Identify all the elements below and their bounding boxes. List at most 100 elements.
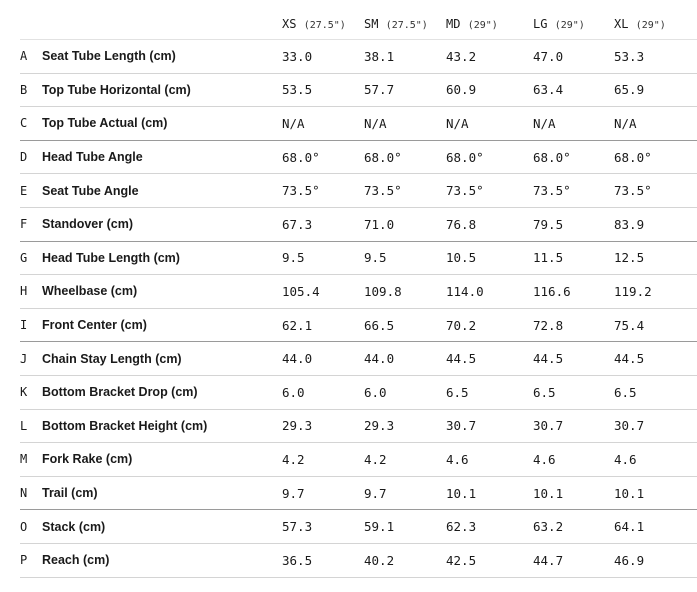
- size-header-md: MD (29"): [446, 8, 533, 40]
- row-measurement-name: Wheelbase (cm): [42, 274, 282, 309]
- size-wheel: (29"): [467, 19, 498, 31]
- row-value-sm: 6.0: [364, 375, 446, 410]
- row-letter: A: [20, 39, 42, 74]
- row-measurement-name: Trail (cm): [42, 476, 282, 511]
- row-measurement-name: Head Tube Length (cm): [42, 241, 282, 276]
- row-measurement-name: Top Tube Horizontal (cm): [42, 73, 282, 108]
- row-value-sm: 4.2: [364, 442, 446, 477]
- size-header-lg: LG (29"): [533, 8, 614, 40]
- row-value-xl: 12.5: [614, 241, 697, 276]
- row-value-lg: 44.7: [533, 543, 614, 578]
- row-value-lg: 68.0°: [533, 140, 614, 175]
- table-row: A Seat Tube Length (cm) 33.0 38.1 43.2 47.0 53…: [20, 39, 697, 74]
- row-measurement-name: Reach (cm): [42, 543, 282, 578]
- row-value-xl: 68.0°: [614, 140, 697, 175]
- row-value-xs: 62.1: [282, 308, 364, 343]
- table-header-row: XS (27.5") SM (27.5") MD (29") LG (29") …: [20, 8, 697, 40]
- row-measurement-name: Seat Tube Length (cm): [42, 39, 282, 74]
- row-value-md: 73.5°: [446, 173, 533, 208]
- row-letter: B: [20, 73, 42, 108]
- row-value-md: 43.2: [446, 39, 533, 74]
- size-wheel: (29"): [554, 19, 585, 31]
- row-letter: P: [20, 543, 42, 578]
- row-value-lg: 44.5: [533, 341, 614, 376]
- row-measurement-name: Fork Rake (cm): [42, 442, 282, 477]
- row-value-sm: 73.5°: [364, 173, 446, 208]
- size-header-xl: XL (29"): [614, 8, 697, 40]
- row-value-sm: 66.5: [364, 308, 446, 343]
- row-measurement-name: Front Center (cm): [42, 308, 282, 343]
- size-label: XL: [614, 16, 629, 31]
- row-value-md: 10.5: [446, 241, 533, 276]
- row-value-xs: 68.0°: [282, 140, 364, 175]
- row-letter: H: [20, 274, 42, 309]
- row-value-lg: 73.5°: [533, 173, 614, 208]
- row-value-sm: 59.1: [364, 509, 446, 544]
- row-value-lg: 4.6: [533, 442, 614, 477]
- row-value-md: 4.6: [446, 442, 533, 477]
- row-value-xl: 30.7: [614, 409, 697, 444]
- row-value-xs: N/A: [282, 106, 364, 141]
- table-row: L Bottom Bracket Height (cm) 29.3 29.3 30.7 3…: [20, 409, 697, 444]
- row-value-xl: 64.1: [614, 509, 697, 544]
- row-letter: C: [20, 106, 42, 141]
- table-row: G Head Tube Length (cm) 9.5 9.5 10.5 11.5 12.5: [20, 241, 697, 276]
- size-header-sm: SM (27.5"): [364, 8, 446, 40]
- row-measurement-name: Seat Tube Angle: [42, 173, 282, 208]
- row-value-sm: 71.0: [364, 207, 446, 242]
- row-value-sm: 57.7: [364, 73, 446, 108]
- row-value-xs: 9.5: [282, 241, 364, 276]
- row-value-md: 60.9: [446, 73, 533, 108]
- size-label: MD: [446, 16, 461, 31]
- size-label: SM: [364, 16, 379, 31]
- row-value-md: 70.2: [446, 308, 533, 343]
- row-value-md: 10.1: [446, 476, 533, 511]
- row-value-xs: 33.0: [282, 39, 364, 74]
- table-row: E Seat Tube Angle 73.5° 73.5° 73.5° 73.5° 73.5…: [20, 173, 697, 208]
- table-row: K Bottom Bracket Drop (cm) 6.0 6.0 6.5 6.5 6.5: [20, 375, 697, 410]
- table-row: M Fork Rake (cm) 4.2 4.2 4.6 4.6 4.6: [20, 442, 697, 477]
- row-value-lg: 63.2: [533, 509, 614, 544]
- row-measurement-name: Top Tube Actual (cm): [42, 106, 282, 141]
- row-letter: F: [20, 207, 42, 242]
- row-value-md: 6.5: [446, 375, 533, 410]
- row-letter: K: [20, 375, 42, 410]
- row-value-xs: 44.0: [282, 341, 364, 376]
- table-row: J Chain Stay Length (cm) 44.0 44.0 44.5 44.5 4…: [20, 341, 697, 376]
- row-value-xs: 73.5°: [282, 173, 364, 208]
- row-value-sm: 109.8: [364, 274, 446, 309]
- size-wheel: (27.5"): [385, 19, 428, 31]
- row-measurement-name: Standover (cm): [42, 207, 282, 242]
- row-measurement-name: Chain Stay Length (cm): [42, 341, 282, 376]
- row-value-xs: 105.4: [282, 274, 364, 309]
- row-letter: L: [20, 409, 42, 444]
- size-label: XS: [282, 16, 297, 31]
- row-value-xs: 67.3: [282, 207, 364, 242]
- row-measurement-name: Bottom Bracket Height (cm): [42, 409, 282, 444]
- row-value-xl: 44.5: [614, 341, 697, 376]
- table-row: C Top Tube Actual (cm) N/A N/A N/A N/A N/A: [20, 106, 697, 141]
- header-letter-blank: [20, 8, 42, 40]
- row-value-xl: 53.3: [614, 39, 697, 74]
- row-value-xs: 36.5: [282, 543, 364, 578]
- size-header-xs: XS (27.5"): [282, 8, 364, 40]
- row-value-xl: 75.4: [614, 308, 697, 343]
- row-value-xs: 4.2: [282, 442, 364, 477]
- header-name-blank: [42, 8, 282, 40]
- row-value-lg: 72.8: [533, 308, 614, 343]
- row-value-xs: 57.3: [282, 509, 364, 544]
- row-value-xs: 53.5: [282, 73, 364, 108]
- row-value-xs: 9.7: [282, 476, 364, 511]
- row-value-lg: 47.0: [533, 39, 614, 74]
- row-value-md: 30.7: [446, 409, 533, 444]
- table-row: H Wheelbase (cm) 105.4 109.8 114.0 116.6 119.2: [20, 274, 697, 309]
- row-value-sm: 38.1: [364, 39, 446, 74]
- table-row: O Stack (cm) 57.3 59.1 62.3 63.2 64.1: [20, 509, 697, 544]
- row-measurement-name: Head Tube Angle: [42, 140, 282, 175]
- row-value-sm: 29.3: [364, 409, 446, 444]
- row-value-md: 42.5: [446, 543, 533, 578]
- row-letter: O: [20, 509, 42, 544]
- row-value-xl: 10.1: [614, 476, 697, 511]
- row-value-xl: N/A: [614, 106, 697, 141]
- geometry-table: XS (27.5") SM (27.5") MD (29") LG (29") …: [20, 8, 697, 578]
